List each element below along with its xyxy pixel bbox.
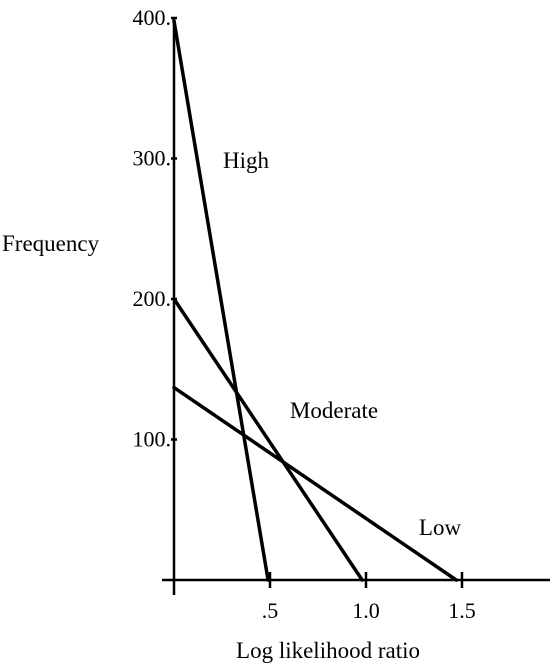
y-tick-label: 400.: [133, 5, 172, 30]
x-tick-label: 1.5: [448, 598, 476, 623]
series-label-moderate: Moderate: [290, 398, 378, 423]
series-label-high: High: [223, 148, 270, 173]
x-ticks: .5 1.0 1.5: [262, 572, 476, 623]
series-layer: [172, 19, 458, 582]
x-axis-title: Log likelihood ratio: [236, 638, 420, 663]
series-line-low: [172, 385, 458, 582]
y-tick-label: 100.: [133, 427, 172, 452]
series-line-high: [172, 19, 270, 582]
x-tick-label: .5: [262, 598, 279, 623]
y-ticks: 100. 200. 300. 400.: [133, 5, 177, 452]
axes: [162, 18, 550, 595]
series-line-moderate: [172, 297, 364, 582]
series-labels: High Moderate Low: [223, 148, 461, 540]
y-tick-label: 300.: [133, 146, 172, 171]
series-label-low: Low: [419, 515, 462, 540]
y-tick-label: 200.: [133, 286, 172, 311]
y-axis-title: Frequency: [2, 231, 100, 256]
x-tick-label: 1.0: [352, 598, 380, 623]
